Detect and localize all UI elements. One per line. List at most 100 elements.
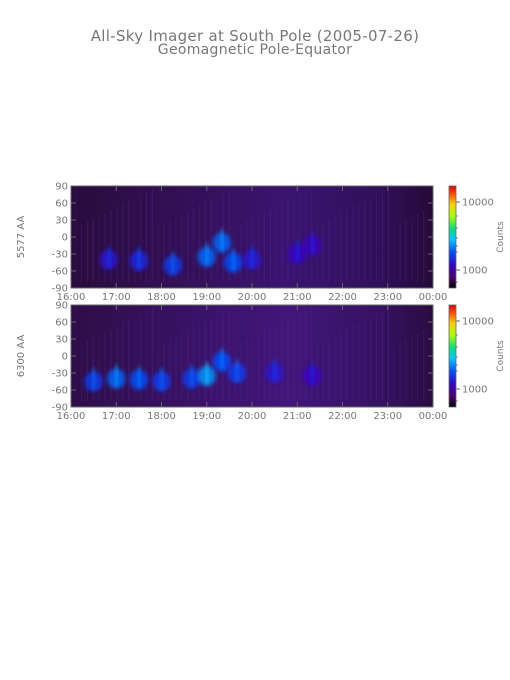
x-tick-label: 22:00: [328, 411, 357, 422]
heatmap-streak: [411, 217, 412, 282]
heatmap-streak: [187, 211, 188, 282]
colorbar: [449, 186, 456, 288]
x-tick-label: 17:00: [102, 292, 131, 303]
heatmap-streak: [329, 338, 330, 401]
heatmap-streak: [299, 194, 300, 282]
heatmap-feature-streak: [206, 243, 208, 265]
heatmap-streak: [329, 219, 330, 282]
heatmap-streak: [146, 311, 147, 401]
y-tick-label: 0: [62, 352, 68, 363]
heatmap-streak: [258, 215, 259, 282]
heatmap-streak: [81, 225, 82, 282]
heatmap-feature-streak: [115, 365, 117, 387]
heatmap-streak: [376, 195, 377, 282]
heatmap-feature-streak: [236, 359, 238, 381]
heatmap-streak: [181, 214, 182, 282]
x-tick-label: 21:00: [283, 292, 312, 303]
heatmap-streak: [105, 213, 106, 282]
heatmap-streak: [341, 213, 342, 282]
heatmap-streak: [417, 333, 418, 401]
x-tick-label: 00:00: [419, 411, 448, 422]
heatmap-streak: [352, 326, 353, 401]
heatmap-streak: [205, 321, 206, 401]
colorbar-label: Counts: [496, 340, 506, 372]
heatmap-streak: [270, 209, 271, 282]
x-tick-label: 19:00: [192, 292, 221, 303]
heatmap-feature-streak: [221, 229, 223, 251]
heatmap-streak: [128, 320, 129, 401]
heatmap-feature-streak: [296, 240, 298, 262]
heatmap-streak: [388, 189, 389, 282]
heatmap-streak: [388, 308, 389, 401]
heatmap-streak: [122, 204, 123, 282]
heatmap-streak: [305, 191, 306, 282]
heatmap-feature-streak: [311, 362, 313, 384]
colorbar-label: Counts: [496, 221, 506, 253]
x-tick-label: 21:00: [283, 411, 312, 422]
colorbar: [449, 305, 456, 407]
heatmap-feature-streak: [221, 348, 223, 370]
x-tick-label: 18:00: [147, 292, 176, 303]
y-tick-label: 90: [55, 182, 68, 193]
heatmap-streak: [110, 329, 111, 401]
heatmap-feature-streak: [93, 368, 95, 390]
x-tick-label: 23:00: [373, 292, 402, 303]
heatmap-streak: [293, 316, 294, 401]
heatmap-streak: [181, 333, 182, 401]
y-tick-label: 60: [55, 199, 68, 210]
heatmap-feature-streak: [232, 249, 234, 271]
heatmap-streak: [400, 342, 401, 401]
heatmap-streak: [87, 341, 88, 401]
heatmap-panel-bottom: 9060300-30-60-9016:00 17:00 18:00 19:00 20:0…: [16, 301, 506, 423]
heatmap-streak: [246, 340, 247, 401]
heatmap-streak: [370, 198, 371, 282]
heatmap-streak: [205, 202, 206, 282]
heatmap-feature-streak: [138, 366, 140, 388]
heatmap-streak: [364, 201, 365, 282]
heatmap-feature-streak: [191, 365, 193, 387]
heatmap-streak: [164, 342, 165, 401]
heatmap-streak: [382, 192, 383, 282]
heatmap-streak: [405, 220, 406, 282]
heatmap-feature-streak: [251, 246, 253, 268]
heatmap-streak: [364, 320, 365, 401]
heatmap-streak: [358, 204, 359, 282]
heatmap-feature-streak: [108, 246, 110, 268]
heatmap-streak: [81, 344, 82, 401]
heatmap-streak: [423, 211, 424, 282]
x-tick-label: 16:00: [57, 411, 86, 422]
heatmap-streak: [264, 331, 265, 401]
y-tick-label: -60: [52, 267, 68, 278]
heatmap-feature-streak: [172, 251, 174, 273]
heatmap-feature-streak: [311, 232, 313, 254]
heatmap-streak: [299, 313, 300, 401]
x-tick-label: 20:00: [238, 292, 267, 303]
y-tick-label: 30: [55, 335, 68, 346]
heatmap-streak: [158, 226, 159, 282]
heatmap-streak: [323, 222, 324, 282]
heatmap-streak: [311, 307, 312, 401]
heatmap-streak: [175, 336, 176, 401]
y-tick-label: 60: [55, 318, 68, 329]
colorbar-tick-label: 1000: [462, 266, 487, 277]
heatmap-feature-streak: [274, 359, 276, 381]
heatmap-streak: [75, 307, 76, 401]
heatmap-streak: [164, 223, 165, 282]
heatmap-streak: [382, 311, 383, 401]
heatmap-streak: [199, 324, 200, 401]
heatmap-streak: [99, 216, 100, 282]
heatmap-streak: [417, 214, 418, 282]
heatmap-streak: [199, 205, 200, 282]
y-axis-label: 6300 AA: [16, 335, 27, 378]
heatmap-streak: [287, 319, 288, 401]
colorbar-tick-label: 10000: [462, 198, 494, 209]
heatmap-streak: [146, 192, 147, 282]
heatmap-streak: [87, 222, 88, 282]
heatmap-feature-streak: [138, 247, 140, 269]
x-tick-label: 00:00: [419, 292, 448, 303]
x-tick-label: 23:00: [373, 411, 402, 422]
heatmap-streak: [211, 199, 212, 282]
heatmap-streak: [358, 323, 359, 401]
heatmap-streak: [335, 216, 336, 282]
